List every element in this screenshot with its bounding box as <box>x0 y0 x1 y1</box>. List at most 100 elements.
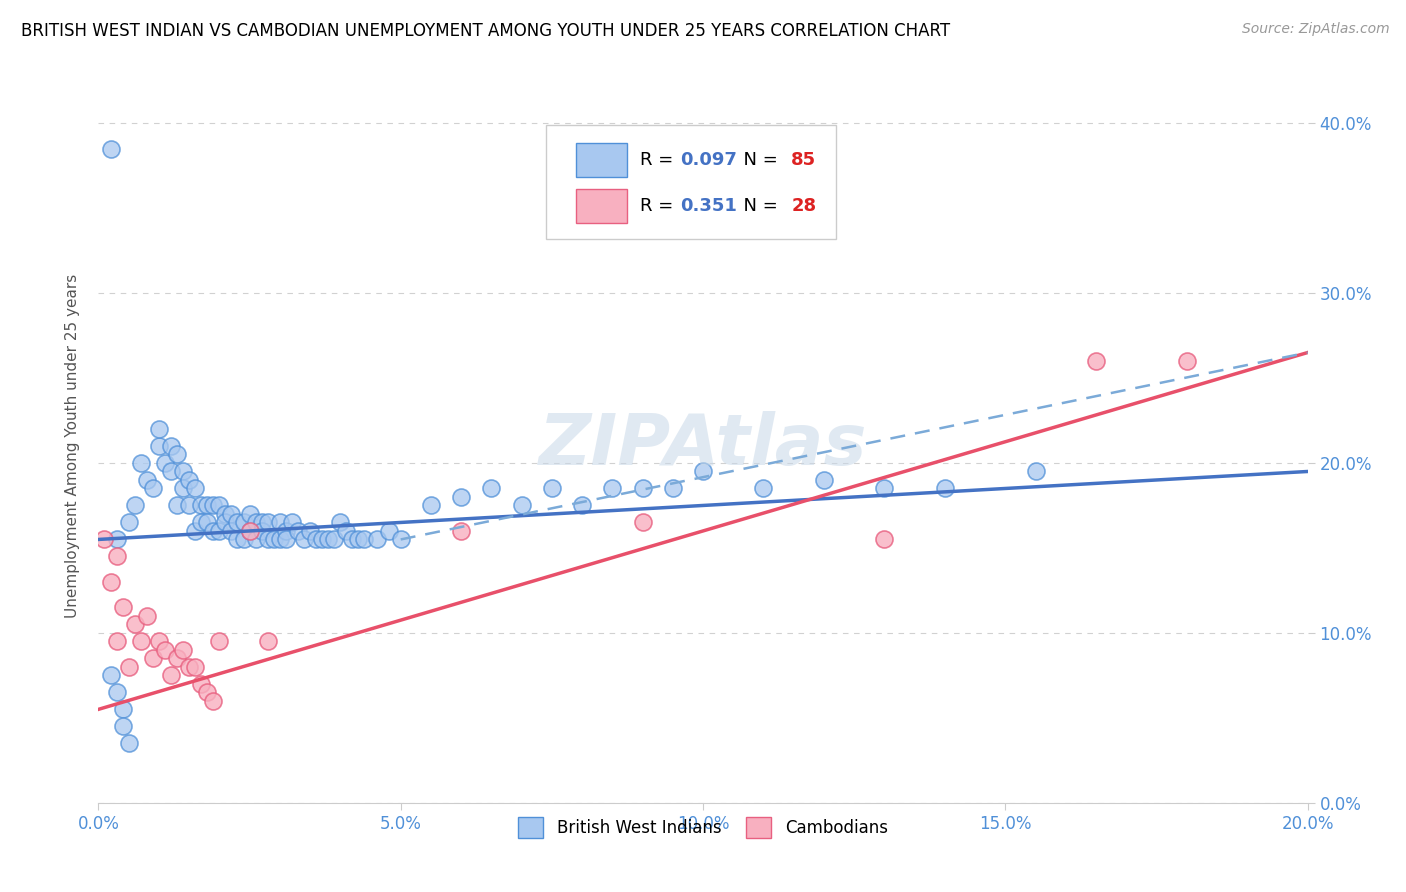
Point <box>232 516 254 530</box>
Point <box>540 482 562 496</box>
Point <box>631 482 654 496</box>
Point <box>148 634 170 648</box>
Point <box>100 574 122 589</box>
Point <box>166 651 188 665</box>
Point <box>239 507 262 521</box>
Point <box>166 448 188 462</box>
Point <box>299 524 322 538</box>
Point <box>153 456 176 470</box>
Point <box>190 516 212 530</box>
Point <box>105 685 128 699</box>
Point <box>239 524 262 538</box>
Point <box>323 533 346 547</box>
Point <box>287 524 309 538</box>
Y-axis label: Unemployment Among Youth under 25 years: Unemployment Among Youth under 25 years <box>65 274 80 618</box>
Point <box>256 516 278 530</box>
Point <box>226 533 249 547</box>
Point <box>239 524 262 538</box>
Point <box>389 533 412 547</box>
Point <box>202 499 225 513</box>
Point <box>269 516 291 530</box>
Point <box>214 516 236 530</box>
Point <box>190 677 212 691</box>
Point <box>335 524 357 538</box>
Point <box>232 533 254 547</box>
Point <box>148 422 170 436</box>
Point <box>153 643 176 657</box>
Point <box>208 499 231 513</box>
Point <box>195 685 218 699</box>
Point <box>256 634 278 648</box>
Point <box>160 465 183 479</box>
Text: ZIPAtlas: ZIPAtlas <box>538 411 868 481</box>
Point <box>105 533 128 547</box>
Point <box>873 482 896 496</box>
Point <box>179 473 201 487</box>
Point <box>172 643 194 657</box>
Point <box>631 516 654 530</box>
Point <box>342 533 364 547</box>
Point <box>129 634 152 648</box>
Point <box>142 482 165 496</box>
Point <box>135 473 157 487</box>
Point <box>245 516 267 530</box>
Point <box>195 499 218 513</box>
Point <box>124 617 146 632</box>
Point <box>100 142 122 156</box>
Point <box>420 499 443 513</box>
Point <box>184 482 207 496</box>
FancyBboxPatch shape <box>576 188 627 223</box>
Text: 0.351: 0.351 <box>681 197 737 215</box>
Text: 0.097: 0.097 <box>681 152 737 169</box>
Point <box>1024 465 1046 479</box>
Point <box>105 634 128 648</box>
Point <box>602 482 624 496</box>
Point <box>1175 354 1198 368</box>
Point <box>347 533 370 547</box>
Point <box>202 694 225 708</box>
Point <box>166 499 188 513</box>
Point <box>129 456 152 470</box>
Text: R =: R = <box>640 197 679 215</box>
Point <box>124 499 146 513</box>
Point <box>250 524 273 538</box>
Text: R =: R = <box>640 152 679 169</box>
Point <box>226 516 249 530</box>
Point <box>105 549 128 564</box>
Point <box>316 533 339 547</box>
Point <box>263 533 285 547</box>
Point <box>184 660 207 674</box>
Point <box>184 524 207 538</box>
Point <box>934 482 956 496</box>
Text: N =: N = <box>733 152 783 169</box>
Point <box>111 600 134 615</box>
Point <box>813 473 835 487</box>
Point <box>245 533 267 547</box>
Point <box>100 668 122 682</box>
Point <box>752 482 775 496</box>
Point <box>190 499 212 513</box>
Point <box>481 482 503 496</box>
Point <box>366 533 388 547</box>
Point <box>221 524 243 538</box>
Point <box>311 533 333 547</box>
Point <box>160 668 183 682</box>
Point <box>510 499 533 513</box>
Point <box>160 439 183 453</box>
Point <box>118 736 141 750</box>
Point <box>377 524 399 538</box>
Point <box>256 533 278 547</box>
FancyBboxPatch shape <box>576 143 627 177</box>
Point <box>221 507 243 521</box>
Point <box>1085 354 1108 368</box>
Point <box>353 533 375 547</box>
Point <box>450 490 472 504</box>
Point <box>195 516 218 530</box>
Point <box>202 524 225 538</box>
Point <box>269 533 291 547</box>
Point <box>111 719 134 733</box>
Point <box>179 660 201 674</box>
Point <box>873 533 896 547</box>
Point <box>172 482 194 496</box>
Point <box>118 516 141 530</box>
